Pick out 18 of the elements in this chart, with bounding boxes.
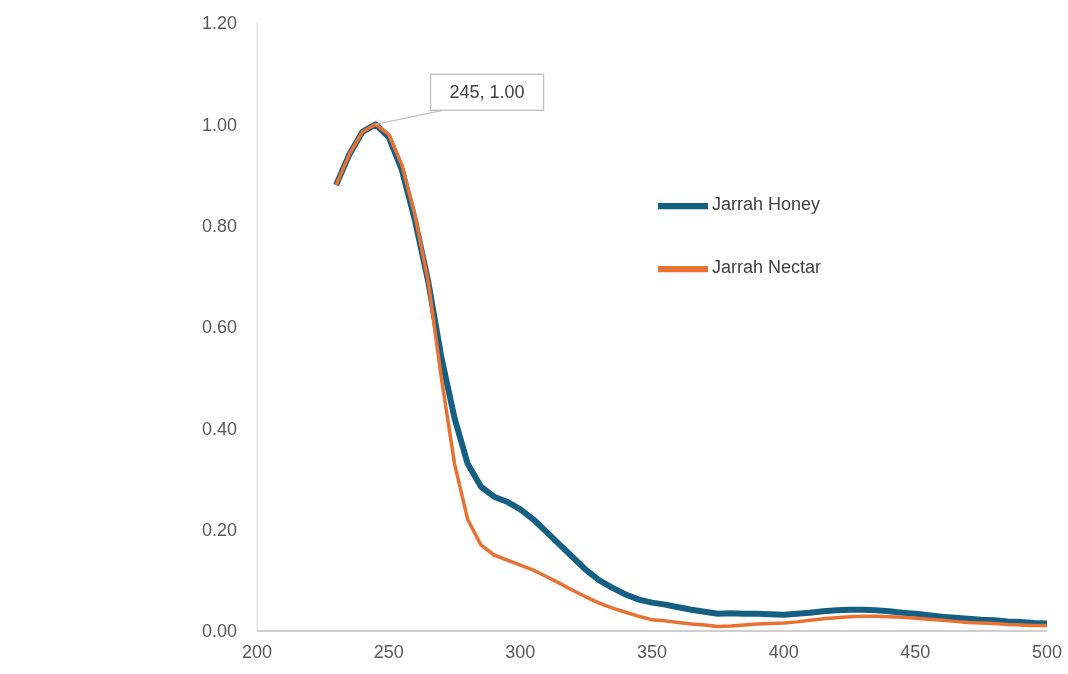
- x-tick-label: 400: [768, 641, 799, 662]
- y-tick-label: 0.20: [202, 520, 238, 541]
- x-tick-label: 300: [505, 641, 536, 662]
- x-tick-label: 450: [900, 641, 931, 662]
- x-tick-label: 350: [637, 641, 668, 662]
- y-tick-label: 1.20: [202, 13, 238, 34]
- annotation: 245, 1.00: [449, 82, 525, 103]
- x-tick-label: 500: [1031, 641, 1063, 662]
- x-tick-label: 200: [242, 641, 273, 662]
- y-tick-label: 0.80: [202, 216, 238, 237]
- y-tick-label: 0.60: [202, 317, 238, 338]
- y-tick-label: 0.00: [202, 621, 238, 642]
- x-tick-label: 250: [373, 641, 404, 662]
- legend-label: Jarrah Honey: [712, 194, 821, 214]
- callout-leader: 245, 1.00: [374, 73, 545, 125]
- y-tick-label: 0.40: [202, 418, 238, 439]
- y-tick-label: 1.00: [202, 114, 238, 135]
- legend-label: Jarrah Nectar: [712, 257, 822, 277]
